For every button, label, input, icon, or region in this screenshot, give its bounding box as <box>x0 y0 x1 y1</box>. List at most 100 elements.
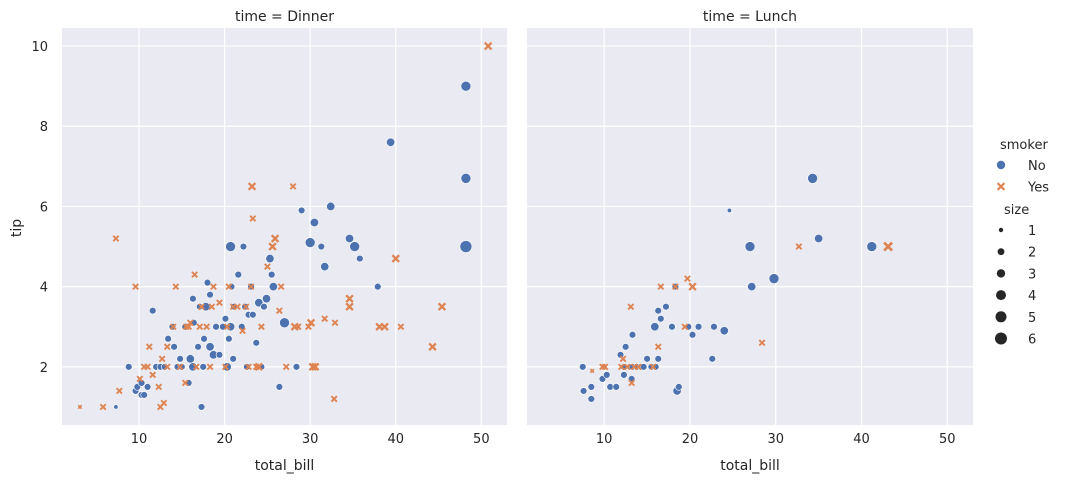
data-point <box>621 343 630 351</box>
data-point <box>675 383 683 391</box>
data-point <box>270 234 280 243</box>
data-point <box>483 41 493 51</box>
data-point <box>719 326 729 336</box>
data-point <box>210 283 217 291</box>
data-point <box>628 379 636 387</box>
data-point <box>587 395 596 403</box>
data-point <box>194 343 202 351</box>
data-point <box>221 315 230 323</box>
data-point <box>262 294 272 304</box>
data-point <box>627 303 635 311</box>
data-point <box>249 215 257 222</box>
x-tick-label: 10 <box>131 432 148 447</box>
data-point <box>628 331 637 339</box>
data-point <box>176 355 184 363</box>
data-point <box>144 363 151 371</box>
data-point <box>149 371 157 379</box>
data-point <box>345 234 355 244</box>
x-tick-label: 50 <box>473 432 490 447</box>
data-point <box>304 237 316 248</box>
series-yes <box>589 241 894 387</box>
legend-label: No <box>1028 159 1046 174</box>
data-point <box>668 323 676 331</box>
x-tick-label: 20 <box>216 432 233 447</box>
data-point <box>215 351 224 359</box>
y-axis-label-group: tip <box>9 219 25 237</box>
data-point <box>203 323 211 331</box>
legend-label: 4 <box>1028 289 1036 304</box>
x-tick-label: 30 <box>302 432 319 447</box>
panel-dinner: time = Dinner 10 20 30 40 50 2 4 6 8 10 total_bill <box>31 9 507 474</box>
legend-label: 3 <box>1028 267 1036 282</box>
data-point <box>681 323 689 331</box>
data-point <box>320 262 330 272</box>
x-tick-label: 40 <box>387 432 404 447</box>
y-tick-label: 4 <box>40 281 48 296</box>
data-point <box>768 273 780 284</box>
data-point <box>317 242 325 251</box>
data-point <box>132 283 139 291</box>
data-point <box>671 283 679 291</box>
data-point <box>249 311 257 319</box>
data-point <box>649 363 657 371</box>
data-point <box>160 399 168 407</box>
data-point <box>203 278 212 287</box>
legend-title-smoker: smoker <box>1000 138 1048 153</box>
data-point <box>321 315 329 323</box>
data-point <box>428 342 437 351</box>
data-point <box>178 363 186 371</box>
legend-marker <box>996 160 1006 170</box>
legend-marker <box>996 182 1006 191</box>
data-point <box>616 351 625 359</box>
data-point <box>136 375 144 383</box>
data-point <box>795 243 803 250</box>
data-point <box>149 307 157 315</box>
y-tick-label: 2 <box>40 361 48 376</box>
data-point <box>77 404 83 410</box>
data-point <box>155 383 163 391</box>
data-point <box>208 303 216 311</box>
data-point <box>222 362 232 372</box>
data-point <box>99 403 107 411</box>
data-point <box>268 242 277 251</box>
data-point <box>654 343 662 351</box>
data-point <box>617 363 625 371</box>
data-point <box>356 254 364 263</box>
data-point <box>163 343 171 351</box>
x-tick-label: 30 <box>767 432 784 447</box>
data-point <box>330 395 338 403</box>
data-point <box>747 282 757 292</box>
data-point <box>662 303 670 311</box>
data-point <box>349 241 360 252</box>
data-point <box>197 403 206 411</box>
panel-lunch: time = Lunch 10 20 30 40 50 total_bill <box>527 9 973 474</box>
data-point <box>814 234 824 244</box>
data-point <box>460 173 472 184</box>
data-point <box>277 283 285 291</box>
data-point <box>326 201 336 211</box>
data-point <box>589 368 595 374</box>
data-point <box>311 362 320 372</box>
data-point <box>185 323 193 331</box>
legend-item-size-1: 1 <box>998 224 1036 239</box>
legend-marker <box>996 269 1006 278</box>
x-tick-label: 40 <box>853 432 870 447</box>
data-point <box>684 275 691 283</box>
data-point <box>694 323 703 331</box>
x-tick-label: 50 <box>939 432 956 447</box>
data-point <box>623 363 631 371</box>
data-point <box>113 404 119 410</box>
data-point <box>223 323 231 331</box>
data-point <box>708 355 716 363</box>
plot-area <box>62 28 507 425</box>
data-point <box>380 322 389 331</box>
data-point <box>275 307 283 315</box>
data-point <box>603 371 611 379</box>
legend-label: 5 <box>1028 311 1036 326</box>
data-point <box>654 355 662 363</box>
legend-item-size-2: 2 <box>997 246 1036 261</box>
data-point <box>176 363 184 371</box>
data-point <box>181 379 189 387</box>
data-point <box>196 323 204 331</box>
data-point <box>657 283 665 291</box>
